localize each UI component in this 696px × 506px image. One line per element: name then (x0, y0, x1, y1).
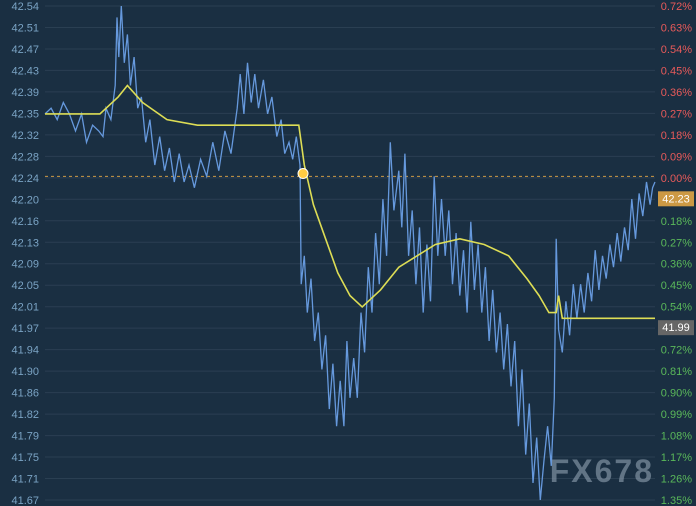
svg-text:0.27%: 0.27% (661, 108, 692, 120)
svg-text:42.05: 42.05 (11, 280, 39, 292)
svg-text:0.90%: 0.90% (661, 388, 692, 400)
svg-text:41.90: 41.90 (11, 366, 39, 378)
svg-text:1.08%: 1.08% (661, 431, 692, 443)
svg-text:41.71: 41.71 (11, 474, 39, 486)
svg-text:41.86: 41.86 (11, 388, 39, 400)
svg-text:1.26%: 1.26% (661, 474, 692, 486)
svg-text:0.81%: 0.81% (661, 366, 692, 378)
svg-text:42.13: 42.13 (11, 237, 39, 249)
chart-svg: 42.54 0.72% 42.51 0.63% 42.47 0.54% 42.43 0.45%… (0, 0, 696, 506)
svg-text:42.47: 42.47 (11, 44, 39, 56)
svg-text:41.94: 41.94 (11, 345, 39, 357)
svg-text:42.20: 42.20 (11, 194, 39, 206)
svg-text:41.82: 41.82 (11, 409, 39, 421)
svg-text:0.72%: 0.72% (661, 1, 692, 13)
svg-text:42.23: 42.23 (662, 193, 690, 205)
svg-text:42.32: 42.32 (11, 130, 39, 142)
svg-text:41.99: 41.99 (662, 322, 690, 334)
svg-text:41.75: 41.75 (11, 452, 39, 464)
svg-text:0.54%: 0.54% (661, 302, 692, 314)
svg-text:0.36%: 0.36% (661, 259, 692, 271)
svg-text:42.43: 42.43 (11, 65, 39, 77)
svg-text:42.01: 42.01 (11, 302, 39, 314)
svg-text:41.97: 41.97 (11, 323, 39, 335)
svg-text:0.45%: 0.45% (661, 280, 692, 292)
svg-text:42.16: 42.16 (11, 216, 39, 228)
svg-text:0.72%: 0.72% (661, 345, 692, 357)
svg-text:0.45%: 0.45% (661, 65, 692, 77)
svg-text:42.39: 42.39 (11, 87, 39, 99)
svg-text:0.18%: 0.18% (661, 130, 692, 142)
svg-text:0.36%: 0.36% (661, 87, 692, 99)
svg-text:42.51: 42.51 (11, 22, 39, 34)
price-chart: 42.54 0.72% 42.51 0.63% 42.47 0.54% 42.43 0.45%… (0, 0, 696, 506)
svg-text:0.00%: 0.00% (661, 173, 692, 185)
svg-text:0.09%: 0.09% (661, 151, 692, 163)
svg-text:41.79: 41.79 (11, 431, 39, 443)
svg-text:0.63%: 0.63% (661, 22, 692, 34)
svg-text:42.54: 42.54 (11, 1, 39, 13)
svg-text:42.35: 42.35 (11, 108, 39, 120)
svg-text:1.17%: 1.17% (661, 452, 692, 464)
svg-text:0.27%: 0.27% (661, 237, 692, 249)
svg-text:1.35%: 1.35% (661, 495, 692, 506)
svg-text:42.28: 42.28 (11, 151, 39, 163)
svg-text:42.09: 42.09 (11, 259, 39, 271)
svg-text:0.99%: 0.99% (661, 409, 692, 421)
svg-text:42.24: 42.24 (11, 173, 39, 185)
svg-text:41.67: 41.67 (11, 495, 39, 506)
svg-text:0.54%: 0.54% (661, 44, 692, 56)
svg-text:0.18%: 0.18% (661, 216, 692, 228)
